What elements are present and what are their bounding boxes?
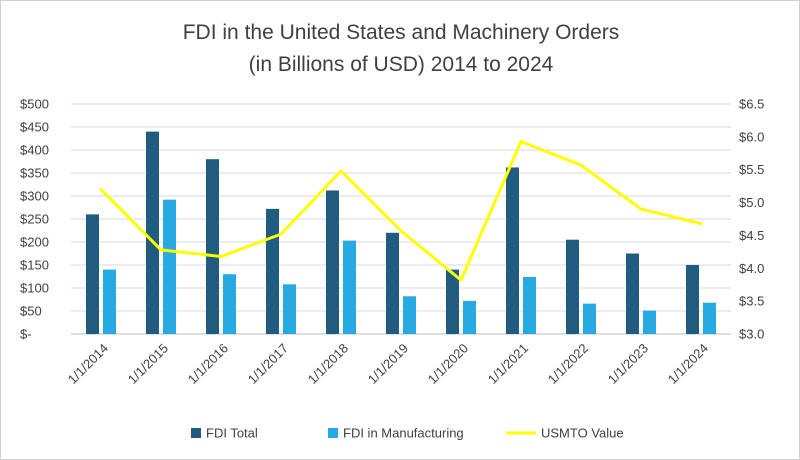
bar-fdi-in-manufacturing xyxy=(103,269,116,334)
right-tick-label: $4.0 xyxy=(739,261,764,276)
chart-title-line-1: FDI in the United States and Machinery O… xyxy=(183,21,620,44)
chart-title: FDI in the United States and Machinery O… xyxy=(183,21,620,76)
left-axis: $- $50 $100 $150 $200 $250 $300 $350 $400 $450 $50… xyxy=(20,97,49,342)
legend-label: FDI in Manufacturing xyxy=(343,426,464,441)
bar-fdi-total xyxy=(206,159,219,334)
bar-fdi-in-manufacturing xyxy=(583,303,596,334)
left-tick-label: $150 xyxy=(20,258,49,273)
x-tick-label: 1/1/2019 xyxy=(365,341,411,387)
bar-fdi-in-manufacturing xyxy=(463,300,476,334)
bar-fdi-total xyxy=(566,239,579,334)
x-tick-label: 1/1/2021 xyxy=(485,341,531,387)
x-axis: 1/1/2014 1/1/2015 1/1/2016 1/1/2017 1/1/2018… xyxy=(65,341,711,387)
left-tick-label: $100 xyxy=(20,281,49,296)
left-tick-label: $500 xyxy=(20,97,49,112)
gridlines xyxy=(71,103,731,335)
bar-fdi-total xyxy=(686,265,699,334)
x-tick-label: 1/1/2024 xyxy=(665,341,711,387)
right-tick-label: $3.0 xyxy=(739,327,764,342)
legend-label: FDI Total xyxy=(206,426,258,441)
line-usmto-value xyxy=(99,140,703,282)
bar-fdi-total xyxy=(386,232,399,334)
legend-swatch xyxy=(328,428,338,438)
bar-fdi-total xyxy=(506,167,519,334)
bar-fdi-in-manufacturing xyxy=(343,240,356,334)
left-tick-label: $400 xyxy=(20,143,49,158)
legend: FDI Total FDI in Manufacturing USMTO Value xyxy=(191,426,624,441)
x-tick-label: 1/1/2023 xyxy=(605,341,651,387)
left-tick-label: $300 xyxy=(20,189,49,204)
bar-fdi-total xyxy=(626,253,639,334)
right-tick-label: $6.0 xyxy=(739,129,764,144)
bar-fdi-in-manufacturing xyxy=(223,274,236,334)
x-tick-label: 1/1/2020 xyxy=(425,341,471,387)
bar-fdi-total xyxy=(326,190,339,334)
bar-fdi-total xyxy=(86,214,99,334)
right-tick-label: $3.5 xyxy=(739,294,764,309)
bar-fdi-in-manufacturing xyxy=(523,276,536,334)
bar-fdi-total xyxy=(146,131,159,334)
left-tick-label: $200 xyxy=(20,235,49,250)
left-tick-label: $450 xyxy=(20,120,49,135)
x-tick-label: 1/1/2016 xyxy=(185,341,231,387)
left-tick-label: $- xyxy=(20,327,32,342)
x-tick-label: 1/1/2015 xyxy=(125,341,171,387)
bars xyxy=(86,131,716,334)
left-tick-label: $50 xyxy=(20,304,42,319)
x-tick-label: 1/1/2022 xyxy=(545,341,591,387)
x-tick-label: 1/1/2017 xyxy=(245,341,291,387)
bar-fdi-total xyxy=(446,269,459,334)
bar-fdi-total xyxy=(266,208,279,334)
bar-fdi-in-manufacturing xyxy=(163,199,176,334)
bar-fdi-in-manufacturing xyxy=(283,284,296,334)
x-tick-label: 1/1/2014 xyxy=(65,341,111,387)
legend-swatch xyxy=(191,428,201,438)
bar-fdi-in-manufacturing xyxy=(403,296,416,334)
chart-title-line-2: (in Billions of USD) 2014 to 2024 xyxy=(249,53,554,76)
right-axis: $3.0 $3.5 $4.0 $4.5 $5.0 $5.5 $6.0 $6.5 xyxy=(739,97,764,342)
right-tick-label: $4.5 xyxy=(739,228,764,243)
bar-fdi-in-manufacturing xyxy=(703,302,716,334)
line-series xyxy=(99,140,703,282)
left-tick-label: $350 xyxy=(20,166,49,181)
bar-fdi-in-manufacturing xyxy=(643,310,656,334)
right-tick-label: $5.0 xyxy=(739,195,764,210)
right-tick-label: $5.5 xyxy=(739,162,764,177)
left-tick-label: $250 xyxy=(20,212,49,227)
x-tick-label: 1/1/2018 xyxy=(305,341,351,387)
legend-label: USMTO Value xyxy=(541,426,624,441)
right-tick-label: $6.5 xyxy=(739,97,764,112)
